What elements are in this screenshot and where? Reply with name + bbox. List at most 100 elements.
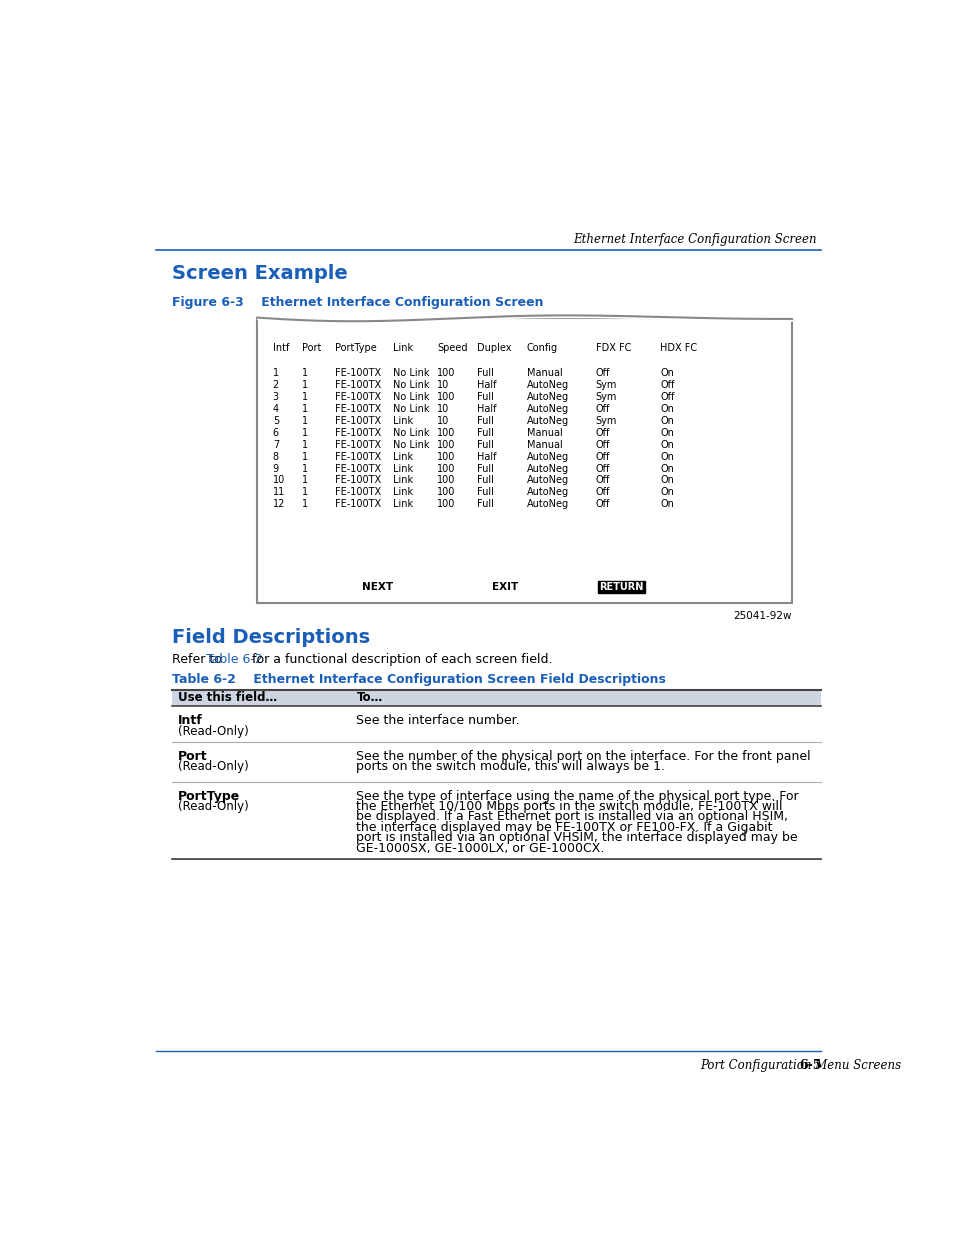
Text: Full: Full (476, 463, 493, 473)
Text: 12: 12 (273, 499, 285, 509)
Text: FE-100TX: FE-100TX (335, 416, 380, 426)
Text: Off: Off (596, 463, 610, 473)
Text: Speed: Speed (436, 343, 467, 353)
Text: See the number of the physical port on the interface. For the front panel: See the number of the physical port on t… (356, 750, 810, 762)
Text: See the interface number.: See the interface number. (356, 714, 519, 727)
Text: AutoNeg: AutoNeg (526, 488, 568, 498)
Text: Off: Off (659, 380, 674, 390)
Text: To…: To… (356, 692, 382, 704)
Text: No Link: No Link (393, 368, 429, 378)
Text: 2: 2 (273, 380, 278, 390)
Text: NEXT: NEXT (361, 582, 393, 592)
Text: Full: Full (476, 440, 493, 450)
Text: No Link: No Link (393, 427, 429, 437)
Text: PortType: PortType (335, 343, 376, 353)
Bar (598, 580, 644, 593)
Text: (Read-Only): (Read-Only) (178, 761, 249, 773)
Text: 100: 100 (436, 427, 455, 437)
Text: FE-100TX: FE-100TX (335, 463, 380, 473)
Text: AutoNeg: AutoNeg (526, 475, 568, 485)
Text: Use this field…: Use this field… (178, 692, 277, 704)
Text: FE-100TX: FE-100TX (335, 368, 380, 378)
Text: 1: 1 (302, 440, 308, 450)
Text: FE-100TX: FE-100TX (335, 427, 380, 437)
Text: Port Configuration Menu Screens: Port Configuration Menu Screens (700, 1058, 901, 1072)
Text: Intf: Intf (273, 343, 289, 353)
Text: Link: Link (393, 475, 413, 485)
Text: EXIT: EXIT (492, 582, 517, 592)
Text: 100: 100 (436, 440, 455, 450)
Text: 100: 100 (436, 452, 455, 462)
Text: No Link: No Link (393, 380, 429, 390)
Text: Manual: Manual (526, 427, 562, 437)
Text: No Link: No Link (393, 391, 429, 401)
Text: 9: 9 (273, 463, 278, 473)
Text: FE-100TX: FE-100TX (335, 391, 380, 401)
Text: 1: 1 (302, 404, 308, 414)
Text: 1: 1 (302, 416, 308, 426)
Text: Half: Half (476, 452, 496, 462)
Text: Off: Off (596, 488, 610, 498)
Text: Off: Off (596, 368, 610, 378)
Text: 5: 5 (273, 416, 278, 426)
Text: Sym: Sym (596, 391, 617, 401)
Text: port is installed via an optional VHSIM, the interface displayed may be: port is installed via an optional VHSIM,… (356, 831, 798, 845)
Text: Off: Off (596, 499, 610, 509)
Text: On: On (659, 452, 674, 462)
Text: the interface displayed may be FE-100TX or FE100-FX. If a Gigabit: the interface displayed may be FE-100TX … (356, 821, 772, 834)
Text: On: On (659, 416, 674, 426)
Text: Duplex: Duplex (476, 343, 511, 353)
Text: ports on the switch module, this will always be 1.: ports on the switch module, this will al… (356, 760, 664, 773)
Text: RETURN: RETURN (598, 582, 643, 592)
Text: 1: 1 (302, 427, 308, 437)
Text: AutoNeg: AutoNeg (526, 463, 568, 473)
Text: Off: Off (596, 475, 610, 485)
Text: On: On (659, 368, 674, 378)
Text: FE-100TX: FE-100TX (335, 380, 380, 390)
Text: Off: Off (596, 452, 610, 462)
Text: Off: Off (596, 404, 610, 414)
Text: Refer to: Refer to (172, 653, 226, 666)
Text: Figure 6-3    Ethernet Interface Configuration Screen: Figure 6-3 Ethernet Interface Configurat… (172, 295, 543, 309)
Text: Port: Port (302, 343, 321, 353)
Text: GE-1000SX, GE-1000LX, or GE-1000CX.: GE-1000SX, GE-1000LX, or GE-1000CX. (356, 841, 604, 855)
Text: 1: 1 (302, 463, 308, 473)
Text: 1: 1 (302, 475, 308, 485)
Text: Field Descriptions: Field Descriptions (172, 627, 370, 647)
Bar (257, 317, 791, 603)
Text: Config: Config (526, 343, 558, 353)
Text: Off: Off (596, 440, 610, 450)
Text: (Read-Only): (Read-Only) (178, 725, 249, 739)
Text: Port: Port (178, 750, 208, 762)
Text: 6-5: 6-5 (799, 1058, 821, 1072)
Text: 10: 10 (436, 404, 449, 414)
Text: 7: 7 (273, 440, 278, 450)
Text: (Read-Only): (Read-Only) (178, 800, 249, 814)
Text: Half: Half (476, 404, 496, 414)
Text: On: On (659, 404, 674, 414)
Text: Link: Link (393, 416, 413, 426)
Text: Screen Example: Screen Example (172, 264, 347, 283)
Text: 100: 100 (436, 499, 455, 509)
Text: Link: Link (393, 452, 413, 462)
Text: 8: 8 (273, 452, 278, 462)
Text: Link: Link (393, 463, 413, 473)
Text: 1: 1 (302, 488, 308, 498)
Text: Full: Full (476, 427, 493, 437)
Text: 100: 100 (436, 488, 455, 498)
Text: AutoNeg: AutoNeg (526, 391, 568, 401)
Text: 10: 10 (436, 380, 449, 390)
Text: No Link: No Link (393, 440, 429, 450)
Text: 100: 100 (436, 475, 455, 485)
Text: Sym: Sym (596, 380, 617, 390)
Text: AutoNeg: AutoNeg (526, 499, 568, 509)
Text: HDX FC: HDX FC (659, 343, 697, 353)
Text: PortType: PortType (178, 789, 240, 803)
Text: Table 6-2    Ethernet Interface Configuration Screen Field Descriptions: Table 6-2 Ethernet Interface Configurati… (172, 673, 665, 685)
Text: Manual: Manual (526, 368, 562, 378)
Text: Full: Full (476, 368, 493, 378)
Text: FDX FC: FDX FC (596, 343, 631, 353)
Text: Off: Off (596, 427, 610, 437)
Text: No Link: No Link (393, 404, 429, 414)
Text: 1: 1 (302, 380, 308, 390)
